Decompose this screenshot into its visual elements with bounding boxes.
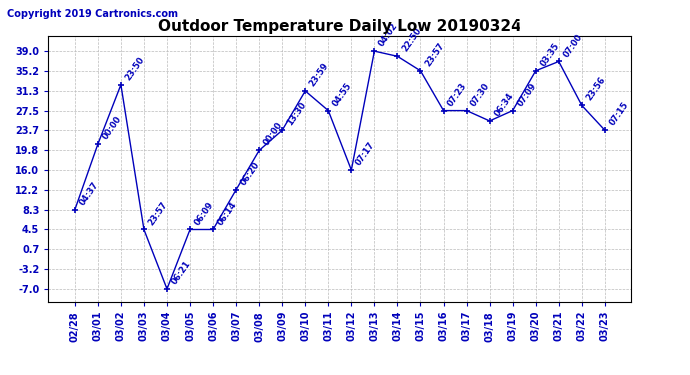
- Text: 23:57: 23:57: [423, 41, 446, 68]
- Text: 06:09: 06:09: [193, 200, 215, 227]
- Title: Outdoor Temperature Daily Low 20190324: Outdoor Temperature Daily Low 20190324: [158, 20, 522, 34]
- Text: 23:56: 23:56: [584, 76, 607, 103]
- Text: 07:30: 07:30: [469, 81, 492, 108]
- Text: Copyright 2019 Cartronics.com: Copyright 2019 Cartronics.com: [7, 9, 178, 20]
- Text: 04:37: 04:37: [77, 180, 100, 207]
- Text: 06:21: 06:21: [170, 259, 193, 286]
- Text: 07:00: 07:00: [562, 32, 584, 59]
- Text: 00:00: 00:00: [262, 121, 284, 148]
- Text: 23:57: 23:57: [147, 200, 169, 227]
- Text: 07:09: 07:09: [515, 81, 538, 108]
- Text: 07:23: 07:23: [446, 81, 469, 108]
- Text: 04:55: 04:55: [331, 81, 354, 108]
- Text: 23:59: 23:59: [308, 61, 331, 88]
- Text: Temperature (°F): Temperature (°F): [518, 21, 624, 31]
- Text: 06:20: 06:20: [239, 160, 262, 187]
- Text: 13:30: 13:30: [285, 100, 308, 128]
- Text: 00:00: 00:00: [101, 115, 123, 141]
- Text: 06:34: 06:34: [493, 91, 515, 118]
- Text: 22:50: 22:50: [400, 27, 423, 54]
- Text: 07:17: 07:17: [354, 140, 377, 167]
- Text: 07:15: 07:15: [608, 100, 630, 128]
- Text: 06:14: 06:14: [216, 200, 239, 227]
- Text: 04:02: 04:02: [377, 21, 400, 48]
- Text: 23:50: 23:50: [124, 55, 146, 82]
- Text: 03:35: 03:35: [538, 41, 561, 68]
